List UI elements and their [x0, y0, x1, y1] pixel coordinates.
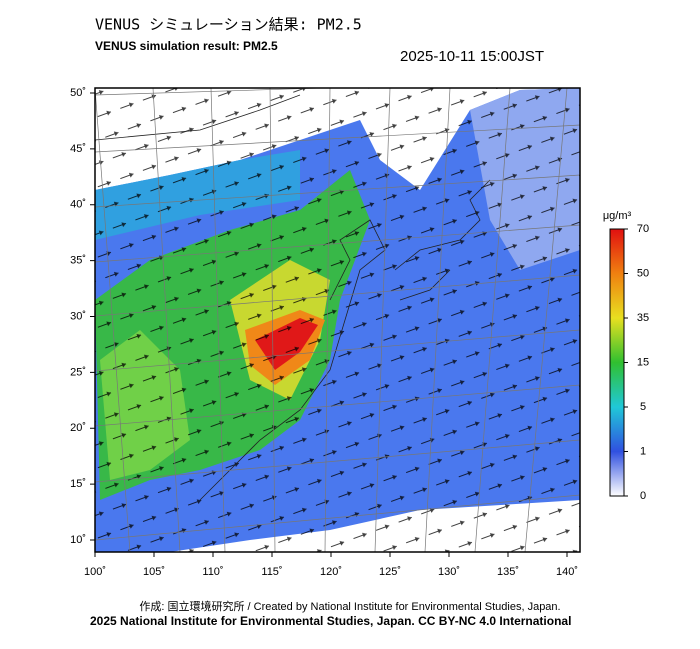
colorbar-tick-label: 70: [637, 223, 649, 235]
colorbar-tick-label: 15: [637, 356, 649, 368]
colorbar-unit: μg/m³: [603, 210, 632, 222]
y-tick-label: 50˚: [70, 87, 86, 99]
credit: 作成: 国立環境研究所 / Created by National Instit…: [139, 599, 560, 613]
x-tick-label: 110˚: [202, 566, 223, 578]
y-tick-label: 45˚: [70, 143, 86, 155]
x-tick-label: 135˚: [497, 566, 519, 578]
timestamp: 2025-10-11 15:00JST: [400, 48, 544, 65]
colorbar-tick-label: 1: [640, 445, 646, 457]
colorbar-tick-label: 0: [640, 490, 646, 502]
y-tick-label: 40˚: [70, 199, 86, 211]
y-tick-label: 35˚: [70, 255, 86, 267]
x-tick-label: 130˚: [438, 566, 460, 578]
y-tick-label: 10˚: [70, 534, 86, 546]
x-tick-label: 115˚: [261, 566, 282, 578]
license: 2025 National Institute for Environmenta…: [90, 614, 571, 628]
y-tick-label: 30˚: [70, 310, 86, 322]
y-tick-label: 20˚: [70, 422, 86, 434]
x-tick-label: 105˚: [143, 566, 165, 578]
colorbar-tick-label: 35: [637, 312, 649, 324]
colorbar-tick-label: 50: [637, 267, 649, 279]
map-area: [95, 88, 580, 552]
colorbar: [609, 228, 625, 497]
title: VENUS シミュレーション結果: PM2.5: [95, 16, 362, 34]
y-tick-label: 15˚: [70, 478, 86, 490]
subtitle: VENUS simulation result: PM2.5: [95, 39, 278, 53]
x-tick-label: 140˚: [556, 566, 578, 578]
x-tick-label: 125˚: [379, 566, 401, 578]
colorbar-tick-label: 5: [640, 401, 646, 413]
map-frame: [94, 87, 581, 553]
y-tick-label: 25˚: [70, 366, 86, 378]
x-tick-label: 100˚: [84, 566, 106, 578]
x-tick-label: 120˚: [320, 566, 342, 578]
